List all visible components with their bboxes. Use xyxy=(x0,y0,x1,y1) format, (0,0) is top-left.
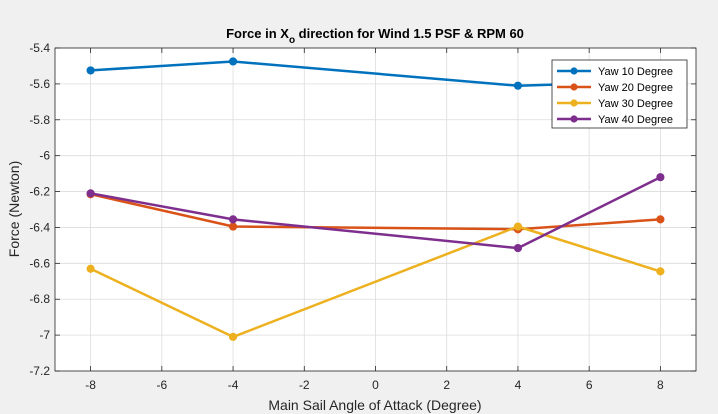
y-tick-label: -7.2 xyxy=(29,364,50,378)
data-point xyxy=(228,222,238,231)
data-point xyxy=(86,189,95,198)
legend-label: Yaw 30 Degree xyxy=(598,98,673,110)
y-tick-label: -6.2 xyxy=(29,185,50,199)
legend-items: Yaw 10 Degree Yaw 20 Degree Yaw 30 Degree Y… xyxy=(557,66,673,126)
series-layer xyxy=(86,57,665,342)
data-point xyxy=(656,215,665,224)
x-tick-label: 0 xyxy=(372,378,379,392)
series-3 xyxy=(86,222,665,342)
data-point xyxy=(86,66,95,75)
chart-title: Force in Xo direction for Wind 1.5 PSF &… xyxy=(226,26,524,46)
data-point xyxy=(86,264,95,273)
series-line xyxy=(90,192,661,231)
x-tick-label: -6 xyxy=(156,378,167,392)
y-tick-label: -6.4 xyxy=(29,220,50,234)
tick-layer: -8 -6 -4 -2 0 2 4 6 8 -5.4 -5.6 -5.8 -6 -6.2 -6.4 -6.6 -… xyxy=(29,41,696,392)
data-point xyxy=(656,173,665,182)
legend: Yaw 10 Degree Yaw 20 Degree Yaw 30 Degree Y… xyxy=(551,59,688,129)
data-point xyxy=(228,57,238,66)
legend-item: Yaw 20 Degree xyxy=(557,82,673,94)
y-tick-label: -6.6 xyxy=(29,256,50,270)
data-point xyxy=(513,222,523,231)
legend-swatch-marker xyxy=(570,99,578,107)
y-tick-label: -6 xyxy=(39,149,50,163)
x-tick-label: 2 xyxy=(443,378,450,392)
y-tick-label: -5.4 xyxy=(29,41,50,55)
legend-label: Yaw 40 Degree xyxy=(598,114,673,126)
y-tick-label: -7 xyxy=(39,328,50,342)
legend-swatch-marker xyxy=(570,115,578,123)
y-tick-label: -6.8 xyxy=(29,292,50,306)
x-tick-label: 4 xyxy=(515,378,522,392)
data-point xyxy=(656,267,665,276)
data-point xyxy=(513,243,523,253)
series-line xyxy=(90,225,661,339)
x-tick-label: -4 xyxy=(228,378,239,392)
y-tick-label: -5.6 xyxy=(29,77,50,91)
legend-label: Yaw 10 Degree xyxy=(598,66,673,78)
x-tick-label: -2 xyxy=(299,378,310,392)
legend-label: Yaw 20 Degree xyxy=(598,82,673,94)
x-tick-label: 8 xyxy=(657,378,664,392)
series-4 xyxy=(86,173,665,253)
y-tick-label: -5.8 xyxy=(29,113,50,127)
legend-swatch-marker xyxy=(570,67,578,75)
x-tick-label: 6 xyxy=(586,378,593,392)
x-axis-label: Main Sail Angle of Attack (Degree) xyxy=(268,397,481,413)
data-point xyxy=(513,81,523,90)
legend-item: Yaw 40 Degree xyxy=(557,114,673,126)
series-line xyxy=(90,176,661,250)
legend-item: Yaw 10 Degree xyxy=(557,66,673,78)
data-point xyxy=(228,332,238,342)
legend-swatch-marker xyxy=(570,83,578,91)
x-tick-label: -8 xyxy=(85,378,96,392)
legend-item: Yaw 30 Degree xyxy=(557,98,673,110)
y-axis-label: Force (Newton) xyxy=(6,161,22,257)
data-point xyxy=(228,215,238,224)
